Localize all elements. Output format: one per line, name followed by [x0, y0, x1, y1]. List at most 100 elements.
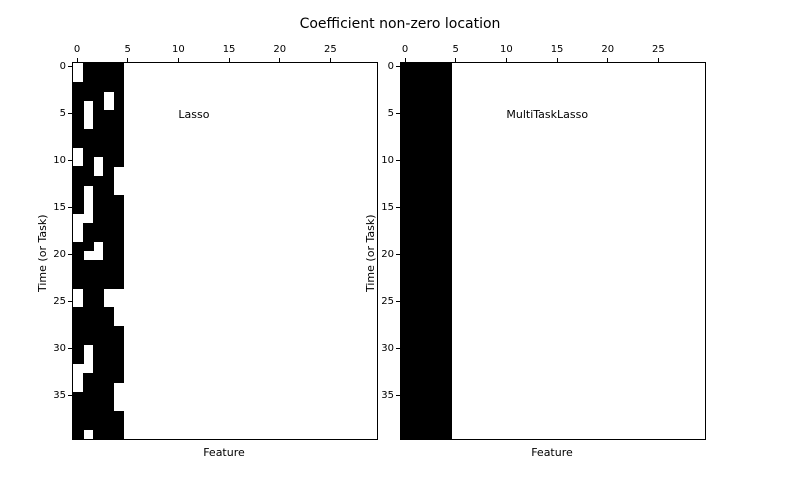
y-tick-label: 25 — [381, 296, 394, 307]
cell — [442, 326, 453, 336]
y-tick-label: 25 — [53, 296, 66, 307]
cell — [401, 148, 412, 158]
y-tick-label: 15 — [381, 202, 394, 213]
cell — [73, 354, 84, 364]
cell — [442, 185, 453, 195]
y-tick-mark — [396, 254, 400, 255]
cell — [103, 401, 114, 411]
y-tick-label: 10 — [53, 155, 66, 166]
cell — [103, 383, 114, 393]
cell — [83, 176, 94, 186]
cell — [442, 373, 453, 383]
cell — [411, 401, 422, 411]
cell — [411, 430, 422, 440]
x-tick-mark — [77, 58, 78, 62]
y-tick-mark — [68, 301, 72, 302]
cell — [93, 336, 104, 346]
cell — [103, 232, 114, 242]
cell — [103, 354, 114, 364]
cell — [431, 166, 442, 176]
cell — [103, 195, 114, 205]
cell — [442, 242, 453, 252]
cell — [114, 101, 125, 111]
cell — [401, 138, 412, 148]
cell — [421, 354, 432, 364]
cell — [431, 401, 442, 411]
x-axis-label: Feature — [72, 446, 376, 459]
cell — [103, 148, 114, 158]
cell — [401, 195, 412, 205]
cell — [442, 101, 453, 111]
cell — [442, 166, 453, 176]
cell — [421, 326, 432, 336]
cell — [411, 326, 422, 336]
cell — [411, 242, 422, 252]
cell — [93, 260, 104, 270]
cell — [431, 326, 442, 336]
cell — [93, 401, 104, 411]
cell — [421, 289, 432, 299]
y-tick-mark — [68, 348, 72, 349]
cell — [411, 138, 422, 148]
y-tick-mark — [396, 348, 400, 349]
cell — [431, 72, 442, 82]
cell — [73, 336, 84, 346]
cell — [83, 279, 94, 289]
cell — [411, 91, 422, 101]
x-tick-label: 10 — [494, 44, 518, 55]
cell — [93, 289, 104, 299]
y-tick-mark — [396, 301, 400, 302]
cell — [114, 354, 125, 364]
cell — [114, 72, 125, 82]
cell — [421, 420, 432, 430]
x-tick-mark — [607, 58, 608, 62]
cell — [421, 260, 432, 270]
y-tick-mark — [68, 254, 72, 255]
cell — [401, 430, 412, 440]
y-tick-label: 10 — [381, 155, 394, 166]
cell — [401, 401, 412, 411]
x-tick-mark — [506, 58, 507, 62]
cell — [83, 373, 94, 383]
cell — [442, 354, 453, 364]
cell — [114, 336, 125, 346]
y-tick-mark — [68, 160, 72, 161]
cell — [83, 420, 94, 430]
cell — [401, 373, 412, 383]
cell — [93, 185, 104, 195]
cell — [73, 91, 84, 101]
cell — [401, 326, 412, 336]
cell — [114, 430, 125, 440]
cell — [411, 232, 422, 242]
cell — [401, 279, 412, 289]
cell — [114, 195, 125, 205]
cell — [114, 148, 125, 158]
y-tick-mark — [396, 395, 400, 396]
cell — [431, 185, 442, 195]
cell — [401, 383, 412, 393]
cell — [114, 279, 125, 289]
cell — [73, 326, 84, 336]
cell — [103, 373, 114, 383]
cell — [442, 401, 453, 411]
cell — [421, 430, 432, 440]
cell — [442, 232, 453, 242]
cell — [411, 307, 422, 317]
x-tick-label: 5 — [116, 44, 140, 55]
cell — [103, 307, 114, 317]
cell — [411, 166, 422, 176]
cell — [114, 157, 125, 167]
cell — [73, 119, 84, 129]
y-tick-mark — [68, 395, 72, 396]
x-tick-mark — [658, 58, 659, 62]
cell — [421, 279, 432, 289]
cell — [83, 148, 94, 158]
y-tick-mark — [396, 66, 400, 67]
cell — [83, 232, 94, 242]
cell — [442, 383, 453, 393]
cell — [411, 213, 422, 223]
cell — [83, 166, 94, 176]
y-tick-mark — [68, 66, 72, 67]
cell — [421, 119, 432, 129]
cell — [401, 420, 412, 430]
